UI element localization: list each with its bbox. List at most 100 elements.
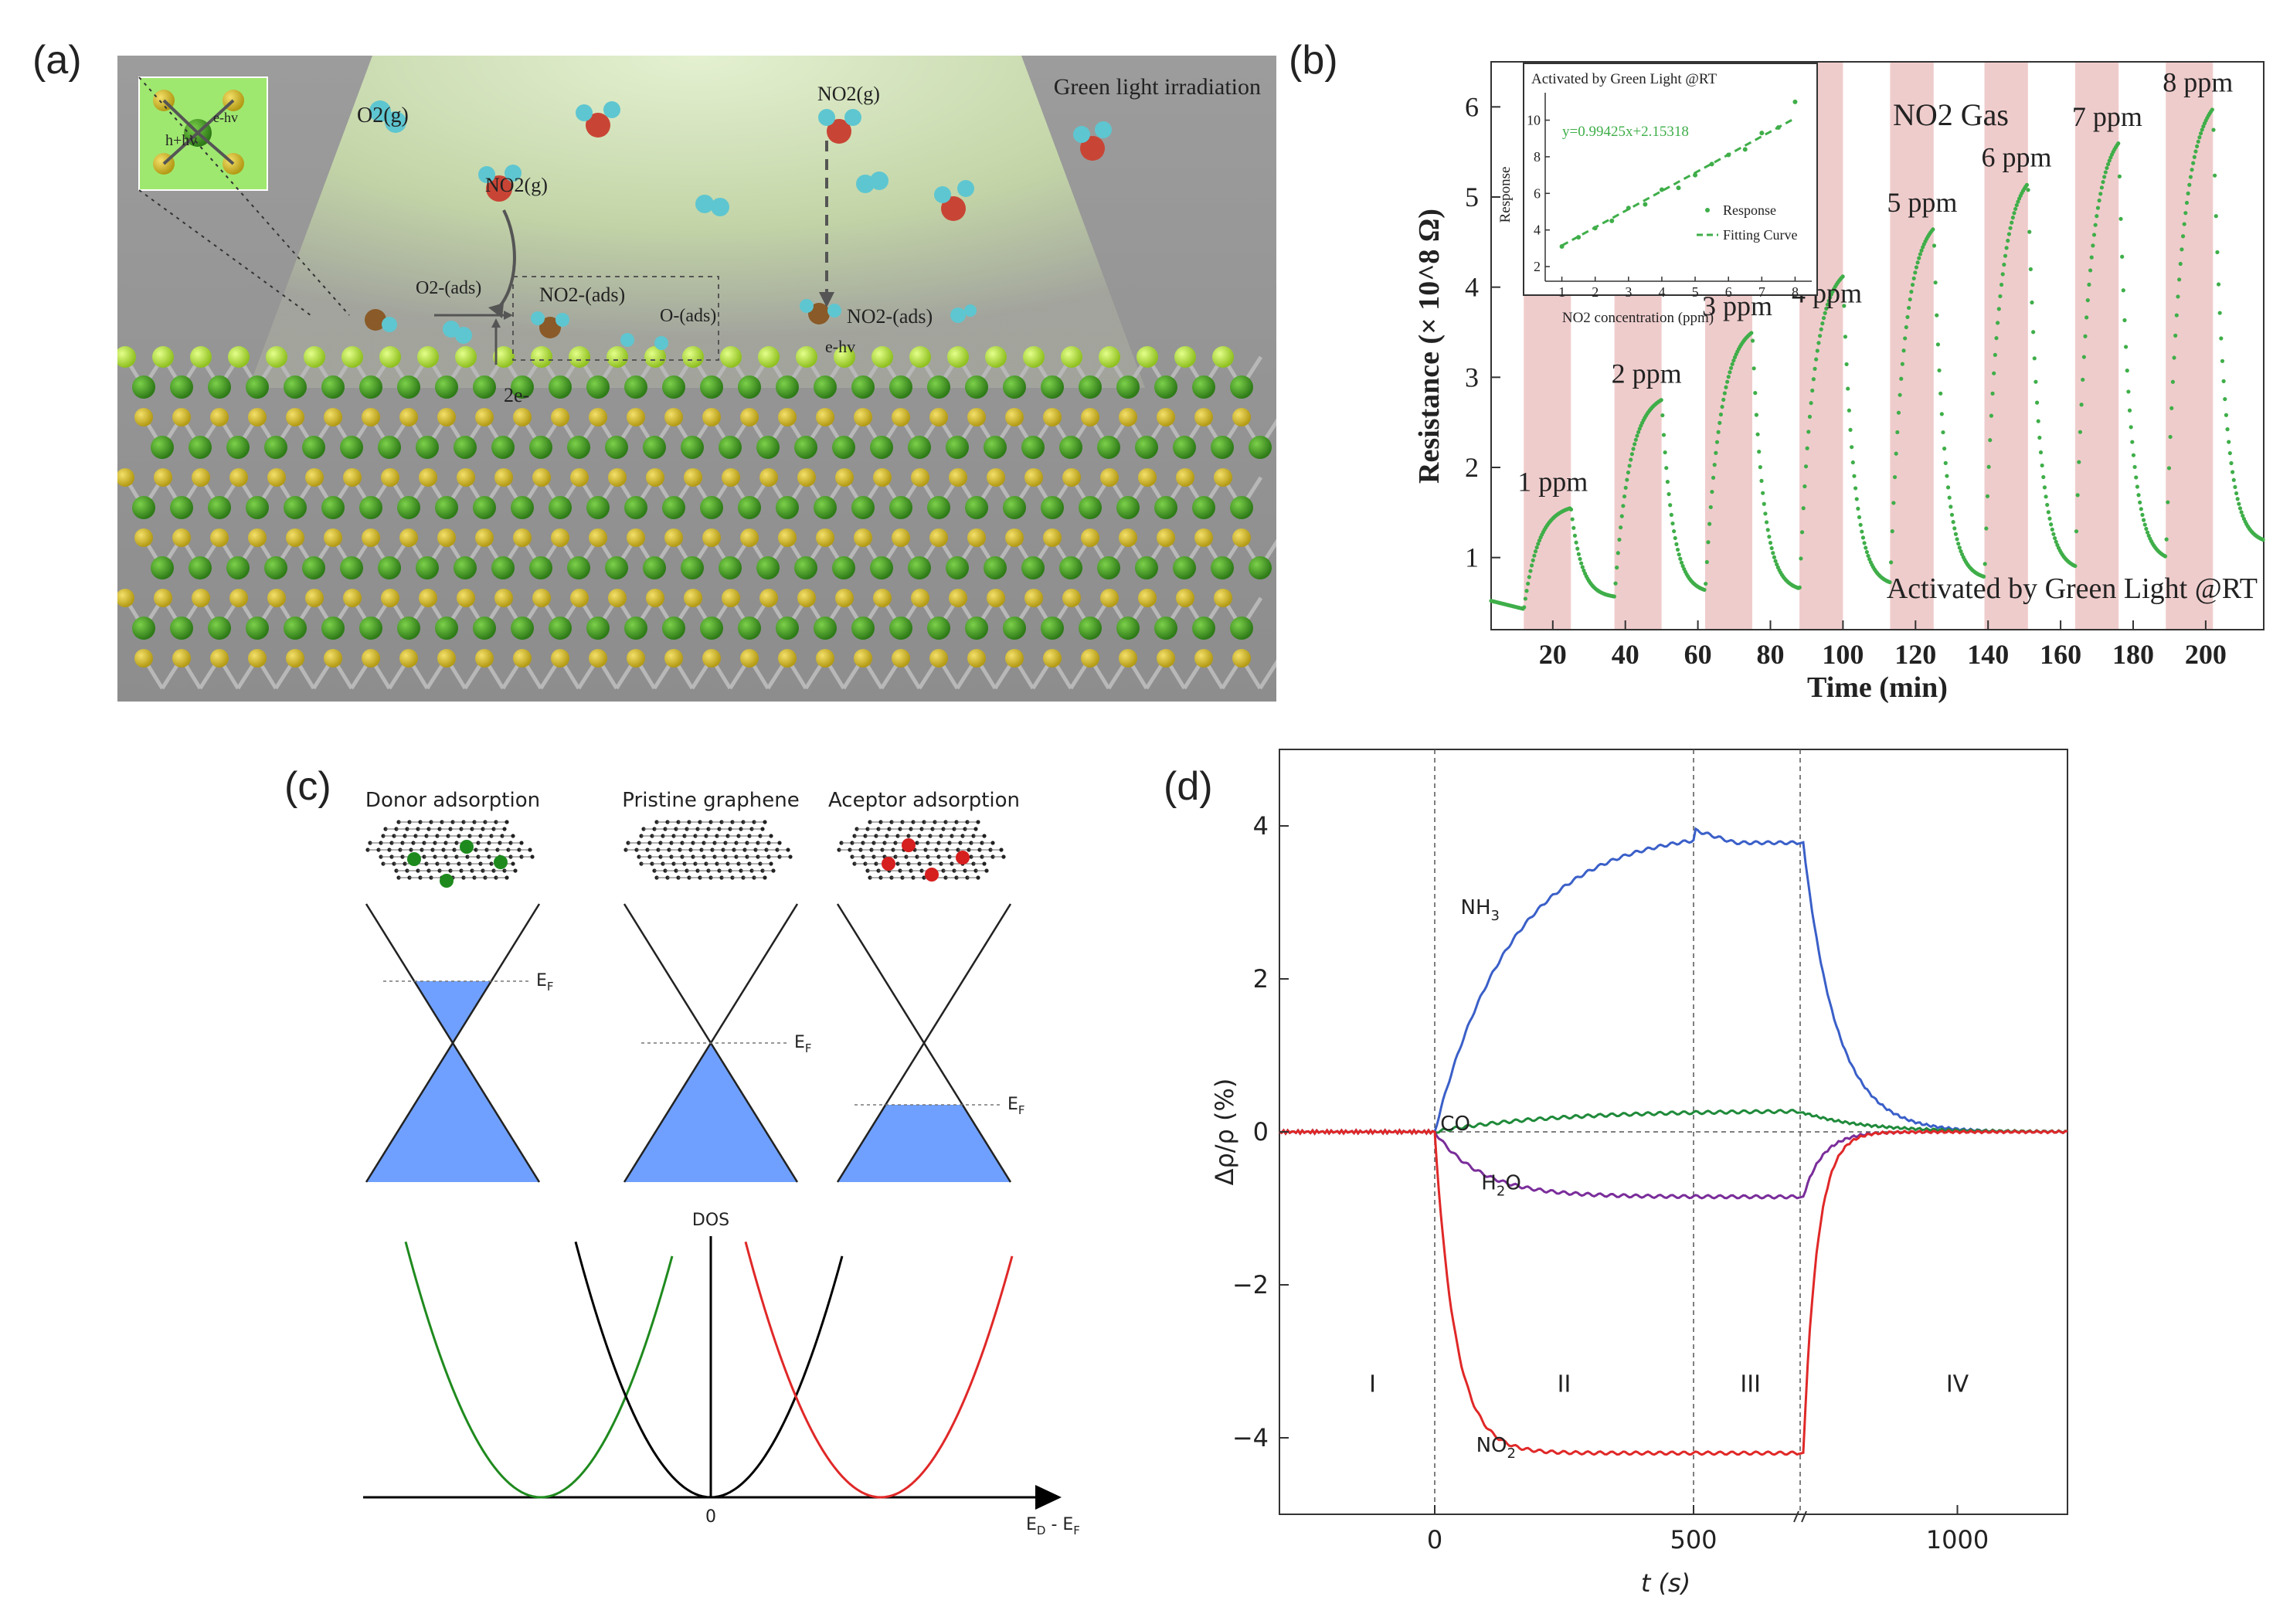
curve-point bbox=[1847, 408, 1851, 413]
curve-point bbox=[1612, 594, 1616, 599]
graphene-sheet bbox=[837, 820, 1006, 882]
graphene-atom bbox=[505, 875, 509, 880]
curve-point bbox=[2200, 127, 2204, 132]
chart-d-ylabel: Δρ/ρ (%) bbox=[1210, 1079, 1239, 1186]
lattice-atom bbox=[873, 589, 892, 607]
curve-point bbox=[1856, 506, 1860, 511]
graphene-atom bbox=[502, 827, 507, 831]
lattice-atom bbox=[870, 556, 893, 579]
lattice-atom bbox=[1099, 346, 1120, 368]
curve-point bbox=[2016, 199, 2020, 204]
curve-point bbox=[1852, 474, 1857, 478]
curve-point bbox=[2237, 506, 2243, 511]
inset-x-tick-label: 7 bbox=[1758, 284, 1765, 300]
dirac-cone bbox=[365, 903, 541, 1183]
inset-response-point bbox=[1643, 202, 1648, 207]
curve-point bbox=[1580, 565, 1585, 569]
lattice-atom bbox=[435, 496, 458, 519]
graphene-atom bbox=[984, 868, 989, 873]
curve-point bbox=[2241, 513, 2245, 518]
curve-point bbox=[1761, 491, 1765, 495]
lattice-atom bbox=[794, 556, 817, 579]
pristine-dos-curve bbox=[574, 1241, 844, 1499]
lattice-atom bbox=[532, 468, 551, 487]
curve-point bbox=[2033, 379, 2038, 384]
lattice-atom bbox=[646, 468, 664, 487]
curve-point bbox=[2089, 255, 2094, 260]
lattice-atom bbox=[624, 496, 647, 519]
lattice-atom bbox=[608, 468, 627, 487]
curve-point bbox=[1617, 537, 1622, 542]
curve-point bbox=[2261, 537, 2265, 542]
lattice-atom bbox=[1003, 496, 1026, 519]
curve-point bbox=[2012, 211, 2016, 216]
curve-point bbox=[1993, 352, 1997, 357]
x-tick-label: 180 bbox=[2112, 639, 2154, 670]
curve-point bbox=[1908, 297, 1912, 302]
inset-chart: 1 2 3 4 5 6 7 8 2 4 6 8 10 bbox=[1527, 93, 1812, 300]
curve-point bbox=[1537, 538, 1542, 543]
curve-point bbox=[2121, 288, 2125, 293]
lattice-atom bbox=[776, 496, 799, 519]
exposure-band bbox=[1984, 63, 2028, 629]
inset-x-tick-label: 1 bbox=[1558, 284, 1565, 300]
curve-point bbox=[1531, 558, 1535, 562]
curve-point bbox=[2081, 355, 2086, 359]
acceptor-title: Aceptor adsorption bbox=[828, 789, 1020, 812]
lattice-atom bbox=[419, 468, 437, 487]
region-label: I bbox=[1369, 1371, 1376, 1398]
curve-point bbox=[2229, 460, 2234, 466]
donor-molecule bbox=[494, 855, 508, 869]
lattice-atom bbox=[1137, 346, 1158, 368]
two-electron-label: 2e- bbox=[504, 384, 529, 406]
lattice-atom bbox=[1249, 556, 1272, 579]
lattice-atom bbox=[627, 528, 645, 547]
lattice-atom bbox=[1154, 617, 1177, 640]
curve-point bbox=[2134, 475, 2139, 480]
lattice-atom bbox=[152, 346, 174, 368]
lattice-atom bbox=[797, 468, 816, 487]
lattice-atom bbox=[985, 346, 1007, 368]
lattice-atom bbox=[681, 556, 704, 579]
lattice-atom bbox=[266, 346, 287, 368]
curve-point bbox=[2097, 198, 2101, 203]
graphene-atom bbox=[511, 834, 515, 838]
curve-point bbox=[1570, 517, 1575, 522]
lattice-atom bbox=[132, 375, 155, 399]
curve-point bbox=[1933, 280, 1938, 285]
e-hv-label: e-hv bbox=[825, 337, 855, 356]
lattice-atom bbox=[589, 408, 607, 426]
curve-point bbox=[1536, 542, 1541, 546]
lattice-atom bbox=[229, 468, 248, 487]
curve-point bbox=[2219, 336, 2224, 341]
lattice-atom bbox=[379, 346, 401, 368]
lattice-atom bbox=[210, 649, 229, 668]
valence-band-fill bbox=[366, 1043, 539, 1182]
curve-point bbox=[1527, 575, 1531, 579]
lattice-atom bbox=[132, 496, 155, 519]
lattice-atom bbox=[190, 346, 212, 368]
curve-point bbox=[1797, 585, 1802, 589]
curve-point bbox=[2142, 518, 2146, 522]
lattice-atom bbox=[646, 589, 664, 607]
curve-point bbox=[1889, 560, 1894, 565]
h2o-label: H2O bbox=[1481, 1171, 1520, 1199]
lattice-atom bbox=[624, 617, 647, 640]
donor-molecule bbox=[440, 874, 454, 888]
lattice-atom bbox=[1043, 528, 1062, 547]
curve-point bbox=[2135, 484, 2139, 489]
lattice-atom bbox=[132, 617, 155, 640]
valence-band-fill bbox=[624, 1043, 797, 1182]
curve-point bbox=[2163, 554, 2168, 559]
curve-point bbox=[2166, 466, 2172, 471]
lattice-atom bbox=[816, 408, 834, 426]
region-label: II bbox=[1558, 1371, 1571, 1398]
curve-point bbox=[1631, 447, 1636, 451]
curve-point bbox=[2184, 200, 2190, 206]
lattice-atom bbox=[664, 408, 683, 426]
curve-point bbox=[2223, 396, 2227, 402]
lattice-atom bbox=[475, 528, 494, 547]
dos-origin-label: 0 bbox=[705, 1507, 716, 1527]
inset-response-point bbox=[1676, 185, 1681, 191]
curve-point bbox=[1896, 410, 1901, 415]
